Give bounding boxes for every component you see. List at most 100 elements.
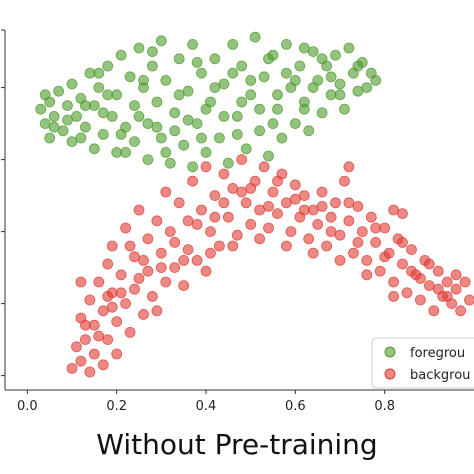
background-point (205, 247, 216, 259)
foreground-point (120, 146, 131, 158)
background-point (111, 348, 123, 360)
foreground-point (66, 78, 78, 90)
foreground-point (294, 60, 306, 72)
foreground-point (298, 103, 310, 115)
background-point (379, 251, 391, 263)
foreground-point (133, 42, 145, 54)
foreground-point (115, 128, 127, 140)
background-point (182, 215, 194, 227)
background-point (218, 197, 230, 209)
background-point (414, 294, 426, 306)
foreground-point (330, 49, 341, 61)
foreground-point (254, 125, 266, 137)
background-point (258, 161, 270, 173)
foreground-point (115, 49, 127, 61)
foreground-point (102, 89, 114, 101)
foreground-point (62, 100, 73, 111)
foreground-point (151, 121, 163, 133)
foreground-point (102, 60, 114, 72)
foreground-point (93, 82, 105, 93)
background-point (97, 305, 109, 317)
background-point (106, 301, 118, 313)
foreground-point (142, 118, 154, 129)
foreground-point (53, 85, 64, 97)
background-point (441, 290, 453, 302)
background-point (187, 175, 199, 187)
background-point (169, 236, 181, 248)
foreground-point (272, 89, 283, 101)
foreground-point (80, 100, 91, 111)
background-point (245, 182, 257, 194)
foreground-point (213, 132, 225, 144)
foreground-point (303, 125, 315, 137)
x-tick-label-4: 0.8 (374, 399, 395, 414)
background-point (227, 182, 239, 194)
foreground-point (254, 103, 266, 115)
foreground-point (93, 67, 105, 79)
foreground-point (155, 35, 167, 47)
foreground-point (231, 128, 243, 140)
foreground-point (231, 111, 243, 122)
foreground-point (258, 71, 270, 83)
foreground-point (334, 89, 346, 101)
x-tick-label-0: 0.0 (17, 399, 38, 414)
background-point (406, 265, 417, 277)
background-point (397, 236, 408, 248)
background-point (164, 226, 176, 238)
foreground-point (307, 82, 319, 93)
foreground-point (187, 161, 199, 173)
background-point (88, 319, 100, 331)
background-point (178, 280, 190, 292)
x-tick-label-2: 0.4 (196, 399, 217, 414)
foreground-point (173, 53, 185, 65)
background-point (307, 247, 319, 259)
background-point (97, 359, 109, 371)
foreground-point (209, 53, 221, 65)
background-point (307, 204, 319, 216)
foreground-point (339, 103, 350, 115)
background-point (298, 190, 310, 202)
foreground-point (57, 125, 69, 137)
foreground-point (289, 75, 301, 86)
background-point (218, 168, 230, 180)
background-point (428, 305, 440, 317)
foreground-point (80, 121, 91, 133)
background-point (272, 208, 283, 220)
foreground-point (35, 103, 47, 115)
foreground-point (200, 146, 212, 158)
foreground-point (111, 146, 123, 158)
background-point (356, 226, 368, 238)
background-point (464, 294, 474, 306)
foreground-point (227, 67, 239, 79)
background-point (236, 154, 248, 166)
background-point (75, 276, 87, 288)
background-point (455, 305, 467, 317)
foreground-point (169, 107, 181, 119)
background-point (209, 211, 221, 223)
foreground-point (48, 121, 60, 133)
foreground-point (97, 128, 109, 140)
foreground-point (227, 39, 239, 50)
background-point (450, 283, 462, 295)
background-point (423, 280, 435, 292)
background-point (325, 211, 337, 223)
background-point (191, 218, 203, 230)
legend-label-foreground: foregrou (410, 346, 465, 361)
foreground-point (352, 85, 364, 97)
foreground-point (263, 150, 274, 162)
background-point (334, 254, 346, 266)
background-point (379, 222, 391, 234)
background-point (138, 308, 149, 320)
background-point (80, 334, 91, 346)
background-point (142, 265, 154, 277)
background-point (222, 211, 234, 223)
background-point (124, 326, 136, 338)
background-point (115, 287, 127, 299)
foreground-point (106, 111, 118, 122)
foreground-point (88, 100, 100, 111)
foreground-point (263, 53, 274, 65)
background-point (339, 175, 350, 187)
background-point (272, 175, 283, 187)
background-point (370, 236, 382, 248)
background-point (80, 319, 91, 331)
